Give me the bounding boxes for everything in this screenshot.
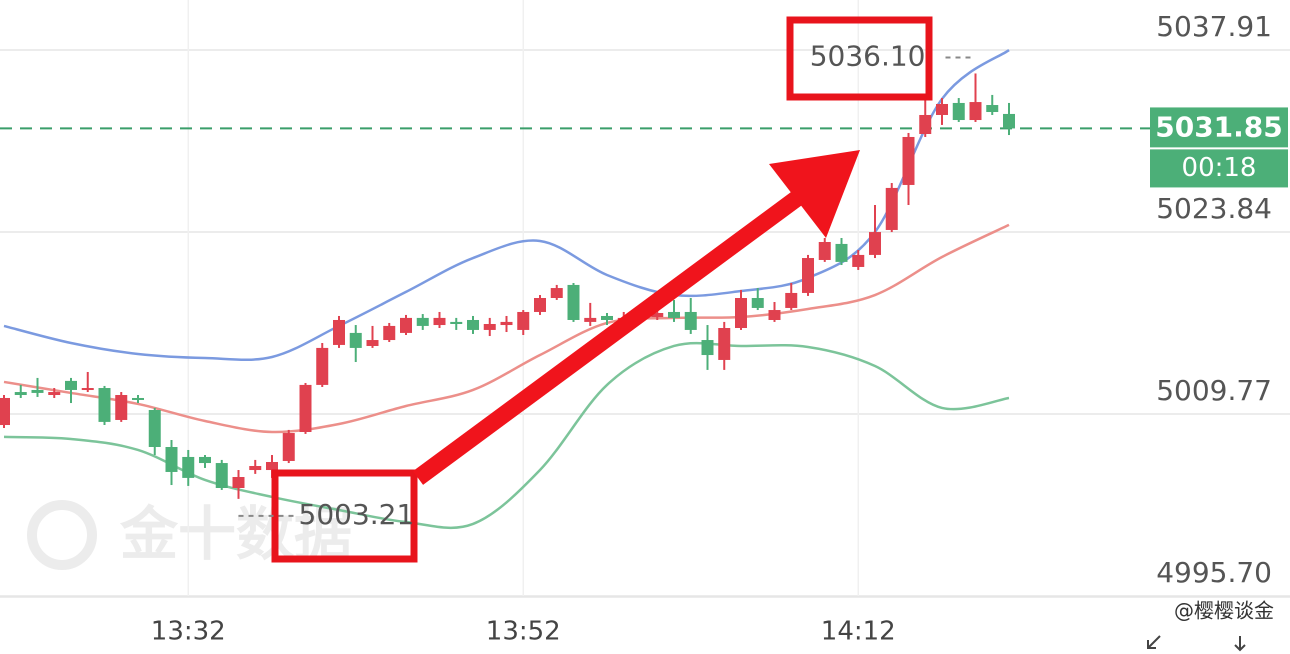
candle-body	[869, 232, 881, 255]
candle-body	[701, 340, 714, 356]
candle-body	[349, 332, 362, 348]
candle-body	[400, 317, 412, 333]
candle-body	[735, 298, 747, 329]
candle-body	[601, 315, 613, 320]
candle-body	[232, 477, 245, 489]
candle-body	[668, 311, 680, 318]
watermark-logo	[27, 500, 97, 570]
last-price-label: 5031.85	[1155, 110, 1283, 143]
candle-body	[266, 462, 278, 471]
band-line	[3, 223, 1010, 434]
candle-body	[483, 323, 496, 330]
candle-body	[768, 310, 781, 320]
candle-body	[885, 187, 898, 230]
candle-body	[751, 298, 764, 308]
x-tick-label: 14:12	[821, 617, 896, 647]
candle-body	[433, 317, 446, 326]
x-tick-label: 13:32	[151, 617, 226, 647]
y-tick-label: 5023.84	[1156, 192, 1272, 225]
candle-body	[835, 243, 848, 262]
candle-body	[148, 410, 161, 447]
candle-body	[282, 433, 295, 461]
candle-body	[785, 292, 798, 308]
candle-body	[31, 389, 44, 393]
candle-body	[215, 463, 228, 489]
candle-body	[517, 311, 530, 330]
annotation-label: 5036.10	[810, 39, 926, 72]
candle-body	[14, 392, 27, 396]
candle-body	[802, 258, 814, 293]
candle-body	[919, 114, 932, 134]
candle-body	[852, 254, 865, 267]
candle-body	[1003, 113, 1015, 129]
candle-body	[81, 388, 94, 391]
highlight-box	[786, 16, 933, 101]
candle-body	[366, 340, 379, 346]
candle-body	[249, 466, 262, 471]
highlight-box	[271, 469, 418, 563]
candle-body	[550, 288, 563, 298]
candle-body	[534, 298, 546, 312]
shrink-icon	[1147, 635, 1161, 649]
candle-body	[416, 317, 429, 326]
candle-body	[165, 447, 178, 472]
candle-body	[383, 325, 396, 341]
y-tick-label: 4995.70	[1156, 556, 1272, 589]
y-tick-label: 5009.77	[1156, 374, 1272, 407]
candle-body	[684, 311, 697, 330]
candle-body	[0, 397, 10, 426]
countdown-label: 00:18	[1182, 153, 1257, 183]
candle-body	[818, 241, 831, 260]
candle-body	[182, 456, 195, 478]
candle-body	[132, 397, 144, 400]
candle-body	[467, 319, 479, 330]
candle-body	[969, 102, 982, 121]
candle-body	[718, 328, 731, 360]
arrow-head	[769, 150, 860, 238]
candle-body	[48, 392, 61, 396]
candle-body	[986, 105, 999, 113]
candle-body	[199, 456, 211, 464]
candle-body	[299, 384, 312, 432]
candle-body	[567, 284, 580, 320]
candle-body	[651, 313, 664, 318]
annotation-label: 5003.21	[299, 498, 415, 531]
corner-icons	[1147, 635, 1246, 652]
candle-body	[115, 395, 128, 420]
candle-body	[65, 380, 77, 390]
candle-body	[952, 102, 965, 121]
candle-body	[500, 321, 513, 326]
down-icon	[1234, 636, 1246, 652]
candle-body	[450, 321, 463, 324]
credit: @樱樱谈金	[1174, 599, 1274, 623]
trend-arrow	[412, 150, 860, 485]
candle-body	[902, 136, 915, 185]
candle-body	[98, 388, 111, 422]
x-tick-label: 13:52	[486, 617, 561, 647]
candle-body	[936, 103, 948, 115]
candle-body	[584, 317, 597, 322]
arrow-shaft	[412, 189, 806, 485]
candle-body	[333, 319, 345, 345]
candle-body	[316, 347, 329, 385]
y-tick-label: 5037.91	[1156, 10, 1272, 43]
